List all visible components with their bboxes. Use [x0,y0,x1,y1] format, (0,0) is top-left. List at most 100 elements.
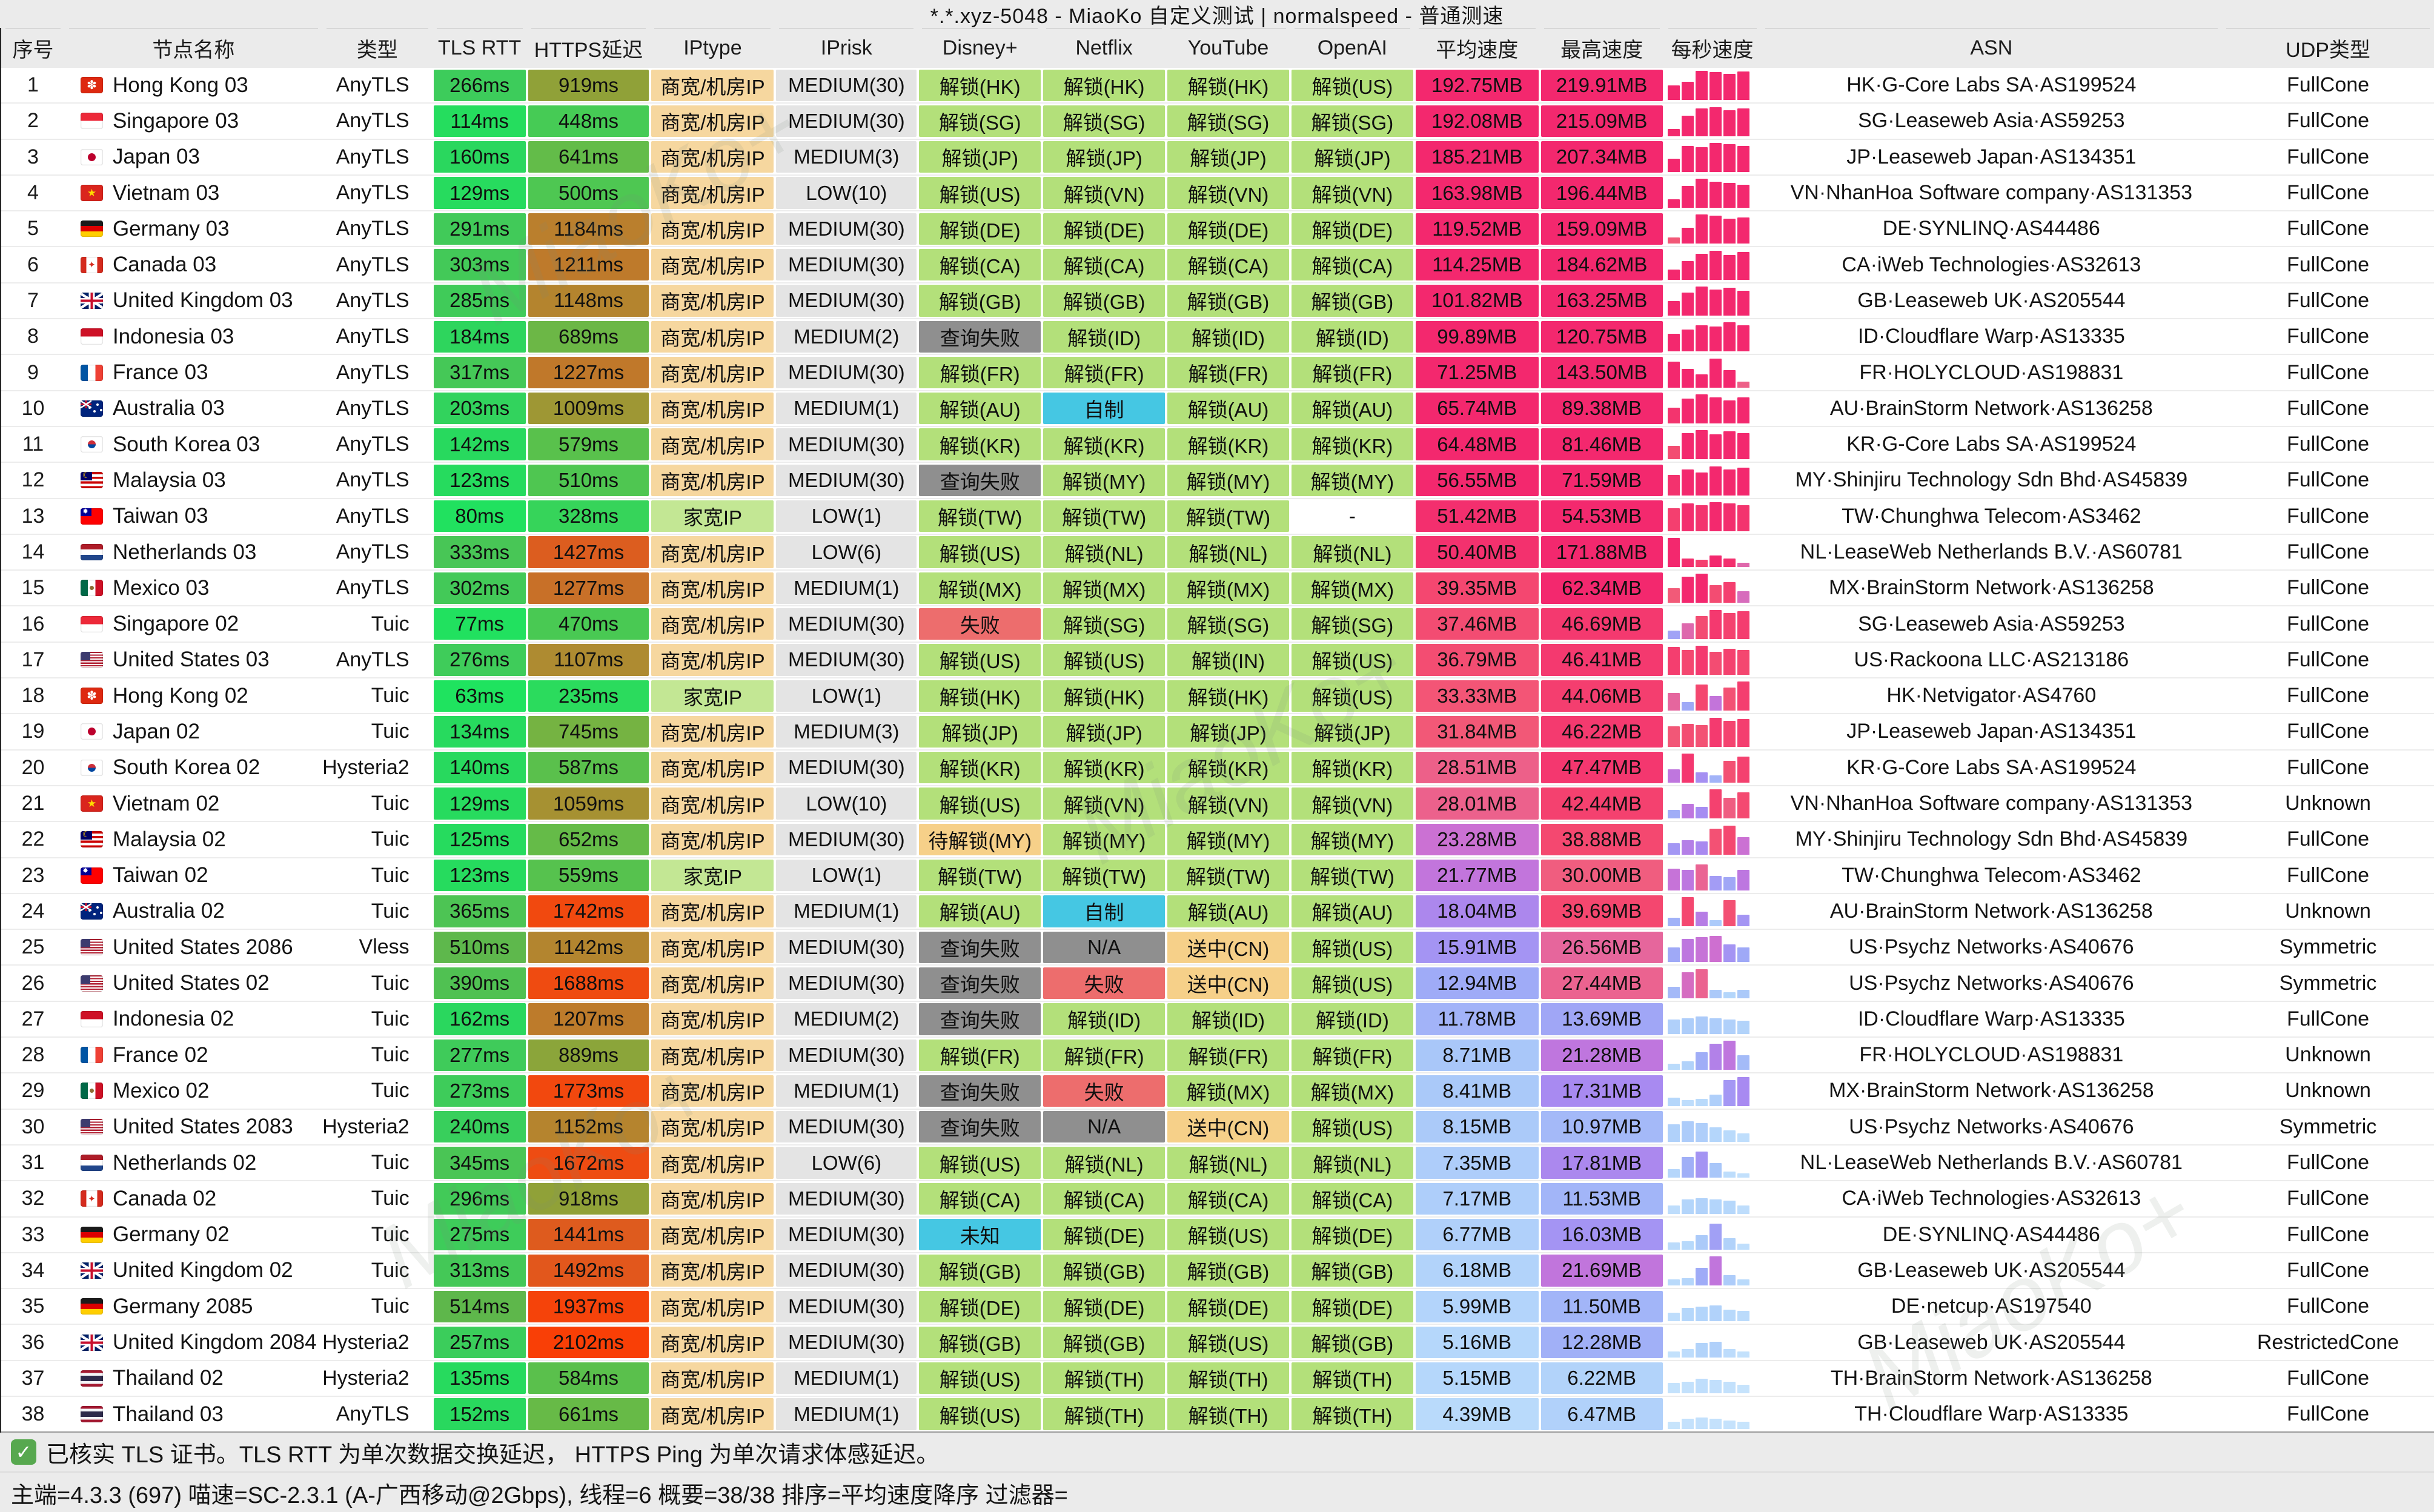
spark-bar [1695,1268,1708,1286]
tls-rtt-value: 277ms [433,1039,526,1071]
column-header-label: Disney+ [942,36,1018,59]
spark-bar [1667,726,1680,747]
cell-disney: 解锁(GB) [918,1325,1042,1359]
cell-iprisk: LOW(10) [775,786,918,821]
cell-protocol-type: AnyTLS [336,217,410,240]
spark-bar [1709,1094,1722,1106]
cell-max-speed: 21.69MB [1540,1253,1664,1288]
column-header-7: Disney+ [918,28,1042,68]
iprisk-value: MEDIUM(30) [776,428,917,460]
speed-sparkline [1664,858,1761,893]
openai-status: 解锁(FR) [1291,356,1413,389]
cell-openai: 解锁(US) [1290,678,1414,713]
tls-rtt-value: 302ms [433,572,526,604]
max-speed-value: 81.46MB [1540,428,1663,460]
cell-tls-rtt: 80ms [433,499,527,534]
spark-bar [1681,1099,1694,1106]
avg-speed-value: 50.40MB [1415,536,1539,568]
cell-netflix: N/A [1042,1110,1166,1144]
cell-asn: MX·BrainStorm Network·AS136258 [1828,1079,2154,1102]
cell-tls-rtt: 125ms [433,822,527,857]
spark-bar [1723,400,1736,423]
cell-https-latency: 1277ms [527,571,651,605]
cell-udp-type: FullCone [2287,1007,2370,1030]
spark-bar [1695,325,1708,352]
avg-speed-value: 28.51MB [1415,752,1539,784]
spark-bar [1709,1018,1722,1035]
netflix-status: 解锁(HK) [1043,69,1166,101]
column-header-label: OpenAI [1317,36,1387,59]
cell-speed-sparkline [1664,1073,1761,1108]
cell-netflix: 解锁(SG) [1042,104,1166,138]
youtube-status: 解锁(JP) [1167,715,1289,748]
cell-disney: 解锁(US) [918,643,1042,677]
openai-status: 解锁(VN) [1291,177,1413,209]
country-flag-icon [80,1262,103,1279]
cell-asn: DE·SYNLINQ·AS44486 [1882,217,2100,240]
netflix-status: 解锁(TW) [1043,500,1166,532]
node-name-label: Vietnam 02 [112,791,220,815]
spark-bar [1737,1351,1749,1358]
disney-status: 解锁(CA) [919,1182,1041,1215]
cell-node-name: Canada 02 [65,1181,322,1216]
speed-sparkline [1664,68,1761,102]
cell-youtube: 解锁(ID) [1166,319,1290,354]
cell-asn: SG·Leaseweb Asia·AS59253 [1858,109,2125,133]
spark-bar [1695,108,1708,136]
spark-bar [1723,1275,1736,1286]
cell-tls-rtt: 123ms [433,858,527,893]
spark-bar [1667,269,1680,280]
cell-index: 16 [21,612,45,635]
spark-bar [1737,837,1749,855]
spark-bar [1667,947,1680,963]
node-name-label: Indonesia 02 [112,1007,234,1031]
cell-protocol-type: AnyTLS [336,504,410,528]
spark-bar [1695,505,1708,531]
cell-udp-type: FullCone [2287,181,2370,205]
cell-disney: 解锁(KR) [918,427,1042,462]
spark-bar [1681,753,1694,783]
cell-openai: 解锁(US) [1290,930,1414,964]
netflix-status: 解锁(MY) [1043,823,1166,856]
iptype-value: 家宽IP [651,500,774,532]
cell-youtube: 解锁(VN) [1166,786,1290,821]
node-row: 12 Malaysia 03 AnyTLS 123ms510ms商宽/机房IPMEDI… [1,463,2434,499]
cell-protocol-type: Hysteria2 [322,755,410,779]
cell-asn: FR·HOLYCLOUD·AS198831 [1859,360,2124,384]
cell-iprisk: LOW(1) [775,858,918,893]
spark-bar [1723,219,1736,244]
max-speed-value: 21.28MB [1540,1039,1663,1071]
openai-status: 解锁(NL) [1291,536,1413,568]
iptype-value: 商宽/机房IP [651,823,774,856]
netflix-status: N/A [1043,1111,1166,1143]
disney-status: 查询失败 [919,1111,1041,1143]
cell-openai: 解锁(TH) [1290,1397,1414,1431]
spark-bar [1709,775,1722,783]
https-latency-value: 584ms [528,1362,649,1394]
iptype-value: 商宽/机房IP [651,105,774,138]
column-header-label: HTTPS延迟 [534,38,643,62]
cell-disney: 解锁(US) [918,1397,1042,1431]
cell-protocol-type: Tuic [371,684,410,708]
avg-speed-value: 4.39MB [1415,1398,1539,1430]
spark-bar [1695,430,1708,460]
cell-speed-sparkline [1664,1325,1761,1359]
spark-bar [1667,1279,1680,1286]
node-name-label: Taiwan 03 [112,504,208,528]
avg-speed-value: 8.71MB [1415,1039,1539,1071]
youtube-status: 解锁(MX) [1167,572,1289,604]
youtube-status: 解锁(GB) [1167,285,1289,317]
node-row: 34 United Kingdom 02 Tuic 313ms 1492ms 商宽/机房I… [1,1253,2434,1290]
cell-disney: 解锁(US) [918,1146,1042,1180]
iptype-value: 商宽/机房IP [651,141,774,173]
tls-rtt-value: 365ms [433,895,526,927]
spark-bar [1737,397,1749,423]
cell-udp-type: Unknown [2285,1079,2371,1102]
openai-status: - [1291,500,1413,532]
spark-bar [1667,630,1680,639]
https-latency-value: 1441ms [528,1219,649,1251]
spark-bar [1681,293,1694,316]
cell-iprisk: MEDIUM(30) [775,606,918,641]
iprisk-value: MEDIUM(1) [776,1075,917,1107]
